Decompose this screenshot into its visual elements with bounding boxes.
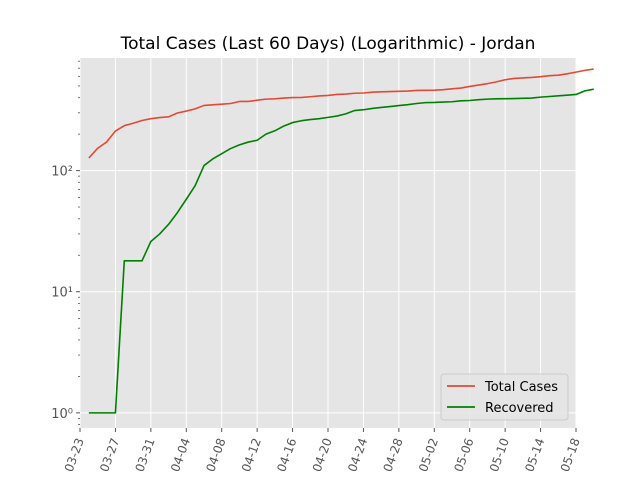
- x-axis-ticks: 03-23 03-27 03-31 04-04 04-08 04-12 04-16 04-20…: [62, 428, 583, 474]
- x-tick-label: 05-02: [416, 436, 441, 474]
- chart-title: Total Cases (Last 60 Days) (Logarithmic)…: [120, 34, 536, 54]
- x-tick-label: 05-18: [558, 436, 583, 474]
- x-tick-label: 04-28: [381, 436, 406, 474]
- x-tick-label: 04-20: [310, 436, 335, 474]
- x-tick-label: 05-10: [487, 436, 512, 474]
- minor-ticks: [78, 60, 80, 426]
- x-tick-label: 03-31: [133, 436, 158, 474]
- x-tick-label: 04-16: [274, 436, 299, 474]
- x-tick-label: 04-08: [203, 436, 228, 474]
- grid: [79, 58, 577, 428]
- y-tick-label: 10⁰: [51, 407, 73, 422]
- x-tick-label: 05-06: [451, 436, 476, 474]
- series-lines: [88, 68, 594, 414]
- x-tick-label: 05-14: [522, 436, 547, 474]
- x-tick-label: 04-24: [345, 436, 370, 474]
- x-tick-label: 03-23: [62, 436, 87, 474]
- x-tick-label: 03-27: [97, 436, 122, 474]
- series-line-total-cases: [88, 68, 594, 159]
- legend-label-total-cases: Total Cases: [484, 380, 558, 395]
- y-tick-label: 10²: [51, 165, 73, 180]
- x-tick-label: 04-04: [168, 436, 193, 474]
- legend: Total Cases Recovered: [440, 373, 569, 421]
- y-tick-label: 10¹: [51, 286, 73, 301]
- legend-label-recovered: Recovered: [485, 401, 554, 416]
- y-axis-ticks: 10⁰ 10¹ 10²: [51, 165, 80, 422]
- series-line-recovered: [88, 88, 594, 414]
- x-tick-label: 04-12: [239, 436, 264, 474]
